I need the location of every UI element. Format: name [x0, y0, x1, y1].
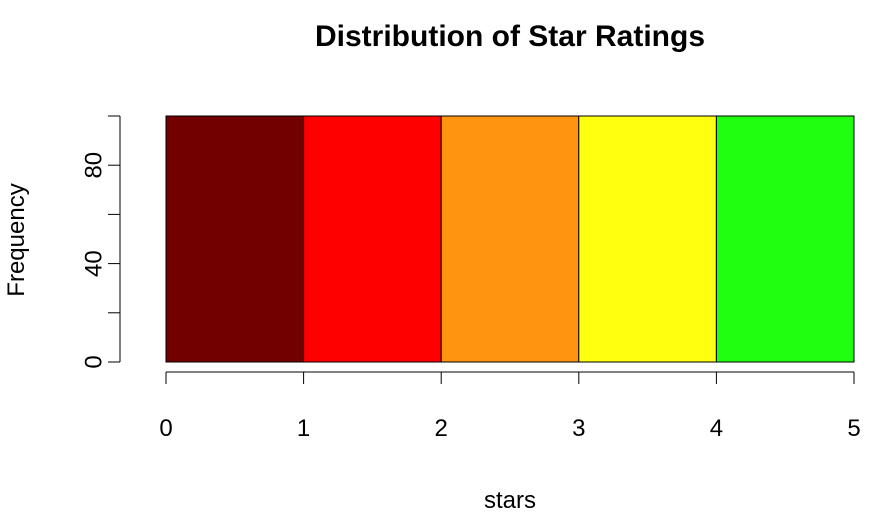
x-tick-label-2: 2	[435, 415, 448, 442]
bar-2-3	[440, 115, 580, 363]
chart-title: Distribution of Star Ratings	[315, 20, 705, 53]
y-tick-label-80: 80	[81, 152, 108, 179]
bars-group	[165, 115, 855, 363]
x-tick-label-5: 5	[847, 415, 860, 442]
bar-3-4	[578, 115, 717, 363]
x-tick-label-3: 3	[572, 415, 585, 442]
x-axis: 0 1 2 3 4 5	[159, 371, 861, 442]
bar-0-1	[165, 115, 305, 363]
bar-4-5	[715, 115, 855, 363]
x-tick-label-1: 1	[297, 415, 310, 442]
y-axis-label: Frequency	[3, 183, 30, 296]
y-tick-label-0: 0	[81, 355, 108, 368]
y-tick-label-40: 40	[81, 250, 108, 277]
x-tick-label-4: 4	[710, 415, 723, 442]
y-axis: 0 40 80	[81, 115, 121, 369]
x-tick-label-0: 0	[159, 415, 172, 442]
x-axis-label: stars	[484, 487, 536, 514]
bar-1-2	[303, 115, 442, 363]
